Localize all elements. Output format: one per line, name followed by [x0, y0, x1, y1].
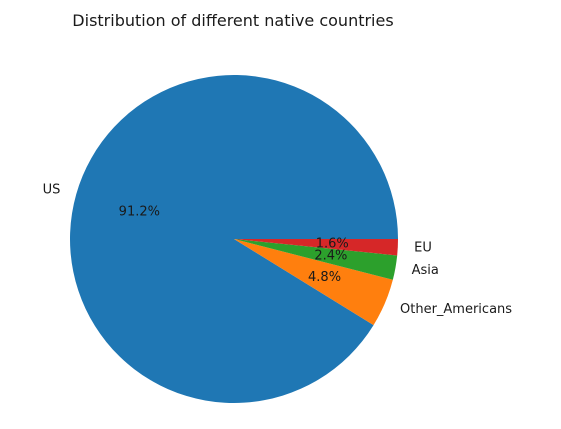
pie-slice-asia [234, 239, 398, 280]
slice-label-eu: EU [414, 241, 432, 256]
pie-slices [70, 75, 398, 404]
pie-slice-eu [234, 239, 398, 256]
slice-label-us: US [43, 182, 61, 197]
pie-slice-other-americans [234, 239, 393, 326]
slice-label-other-americans: Other_Americans [400, 302, 512, 317]
slice-pct-other-americans: 4.8% [308, 270, 341, 285]
slice-label-asia: Asia [412, 263, 439, 278]
pie-labels: US 91.2% Other_Americans 4.8% Asia 2.4% EU 1.6% [43, 182, 513, 317]
slice-pct-us: 91.2% [119, 205, 160, 220]
slice-pct-asia: 2.4% [314, 249, 347, 264]
pie-slice-us [70, 75, 398, 404]
slice-pct-eu: 1.6% [316, 236, 349, 251]
chart-title: Distribution of different native countri… [72, 11, 393, 30]
